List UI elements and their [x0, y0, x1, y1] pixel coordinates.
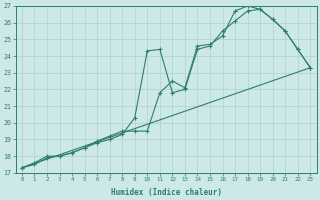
X-axis label: Humidex (Indice chaleur): Humidex (Indice chaleur) [111, 188, 221, 197]
